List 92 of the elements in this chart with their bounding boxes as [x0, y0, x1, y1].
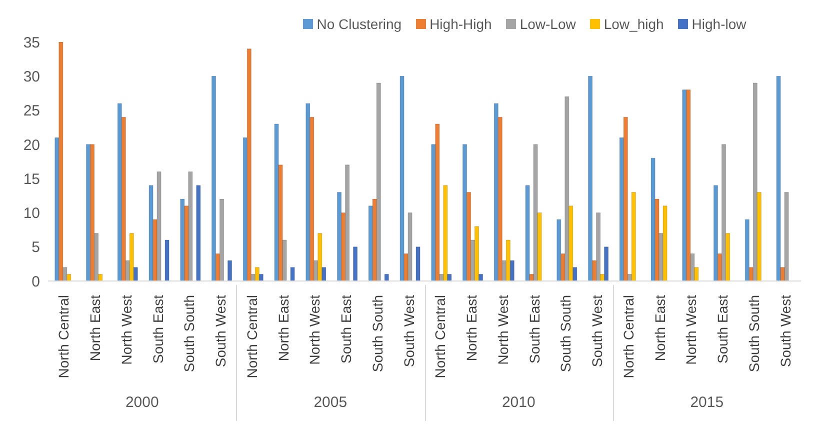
bar [533, 144, 538, 281]
x-tick-label: South East [150, 294, 166, 364]
bar [220, 198, 224, 281]
y-tick-label: 0 [32, 273, 40, 290]
bar [604, 246, 609, 281]
x-tick-label: North West [306, 294, 323, 365]
bar [564, 96, 570, 281]
bar [662, 206, 668, 281]
bar [588, 76, 593, 281]
bar [337, 192, 342, 281]
bar [596, 212, 601, 281]
bar [722, 144, 726, 281]
bar [345, 164, 350, 281]
bar [752, 82, 758, 281]
x-tick-label: North Central [244, 295, 260, 378]
y-tick-label: 35 [23, 34, 40, 52]
bar [290, 267, 295, 281]
bar [90, 144, 95, 281]
y-tick-label: 15 [23, 170, 40, 188]
bar [631, 192, 636, 281]
y-tick-label: 10 [23, 205, 40, 222]
x-tick-label: North Central [56, 295, 72, 378]
x-tick-label: South East [338, 294, 354, 364]
bar [784, 192, 789, 281]
y-tick-label: 5 [32, 239, 40, 256]
bar [650, 158, 656, 281]
x-tick-label: South East [714, 294, 731, 364]
bar [400, 76, 404, 281]
bar [556, 219, 562, 281]
bar [474, 226, 480, 281]
x-tick-label: North West [494, 294, 511, 365]
bar [506, 240, 510, 281]
x-tick-label: North Central [432, 295, 448, 378]
x-tick-label: South South [558, 295, 574, 372]
bar [148, 185, 154, 281]
bar [164, 240, 170, 281]
bar [623, 116, 628, 281]
bar [188, 171, 193, 281]
bar [306, 103, 310, 281]
x-tick-label: South South [746, 295, 762, 372]
bar [274, 124, 279, 281]
bar [714, 185, 718, 281]
bar [58, 42, 64, 281]
legend-label: High-High [428, 16, 492, 32]
bar [254, 267, 260, 281]
x-tick-label: North West [683, 294, 700, 365]
x-tick-label: South South [181, 295, 198, 372]
x-tick-label: North East [464, 294, 480, 362]
bar [686, 90, 691, 281]
legend-label: Low-Low [518, 16, 576, 32]
x-tick-label: North East [87, 294, 104, 362]
bar [376, 82, 381, 281]
x-tick-label: North East [275, 294, 292, 362]
x-tick-label: North East [652, 294, 668, 362]
bar [180, 198, 185, 281]
text: 2010 [500, 394, 536, 411]
bar [246, 48, 252, 281]
bar [353, 246, 358, 281]
x-tick-label: South West [400, 294, 417, 368]
legend-label: No Clustering [316, 16, 402, 32]
text: 2005 [312, 394, 348, 411]
bar [384, 274, 389, 281]
bar [443, 185, 448, 281]
x-tick-label: South East [526, 294, 542, 364]
bar [318, 232, 322, 281]
x-tick-label: South West [589, 294, 606, 368]
bar [744, 219, 750, 281]
x-tick-label: North West [118, 294, 134, 365]
bar [196, 185, 201, 281]
legend-label: High-low [690, 16, 746, 32]
bar [228, 260, 232, 281]
text: 2015 [689, 394, 725, 411]
bar [776, 76, 781, 281]
bar [494, 103, 498, 281]
bar [212, 76, 216, 281]
x-tick-label: South West [777, 294, 794, 368]
x-tick-label: South South [369, 295, 386, 372]
x-tick-label: North Central [620, 295, 636, 378]
y-tick-label: 25 [23, 102, 40, 120]
legend-label: Low_high [602, 16, 664, 32]
bar [462, 144, 468, 281]
bar [129, 232, 134, 281]
bar [416, 246, 420, 281]
bar [156, 171, 162, 281]
text: 2000 [124, 394, 160, 411]
bar [525, 185, 530, 281]
bar [408, 212, 412, 281]
x-tick-label: South West [212, 294, 229, 368]
bar [435, 124, 440, 281]
y-tick-label: 20 [23, 136, 40, 154]
y-tick-label: 30 [23, 68, 40, 86]
bar [117, 103, 122, 281]
